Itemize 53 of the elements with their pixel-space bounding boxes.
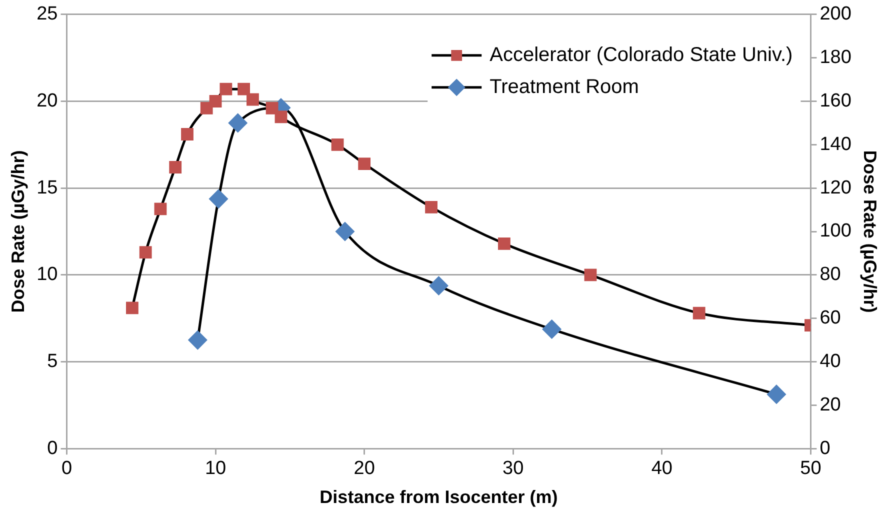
point [181, 128, 194, 140]
x-tick-label: 30 [502, 458, 524, 480]
x-tick-label: 0 [61, 458, 72, 480]
point [358, 158, 371, 170]
point [542, 320, 562, 338]
y2-tick-label: 160 [820, 90, 852, 112]
y-tick-label: 20 [36, 90, 58, 112]
point [228, 114, 248, 132]
point [209, 95, 222, 108]
y2-tick-label: 0 [820, 438, 830, 459]
y2-tick-label: 20 [820, 394, 841, 416]
point [126, 302, 138, 314]
point [274, 110, 288, 124]
point [238, 82, 250, 96]
y2-tick-label: 80 [820, 264, 841, 286]
y2-tick-label: 100 [820, 220, 852, 242]
point [246, 93, 259, 106]
point [692, 306, 706, 320]
y-tick-label: 15 [36, 177, 58, 198]
point [331, 138, 344, 151]
point [266, 102, 278, 114]
point [498, 237, 510, 250]
point [188, 330, 207, 350]
point [139, 246, 152, 259]
point [425, 200, 438, 214]
x-tick-label: 10 [204, 458, 226, 480]
point [200, 102, 213, 114]
y2-tick-label: 200 [820, 4, 852, 25]
x-axis-title: Distance from Isocenter (m) [320, 487, 558, 508]
x-tick-label: 20 [354, 458, 375, 480]
point [154, 202, 167, 216]
y-axis-title: Dose Rate (µGy/hr) [8, 150, 28, 313]
y2-tick-label: 140 [820, 134, 852, 155]
x-tick-label: 50 [800, 458, 822, 480]
x-tick-label: 40 [651, 458, 672, 480]
legend-label: Accelerator (Colorado State Univ.) [490, 44, 793, 66]
y-tick-label: 5 [47, 350, 58, 372]
point [584, 268, 597, 282]
point [429, 276, 448, 296]
point [336, 222, 354, 241]
y-tick-label: 0 [47, 438, 58, 459]
legend-label: Treatment Room [490, 76, 639, 98]
point [209, 190, 228, 208]
y2-axis-title: Dose Rate (µGy/hr) [860, 150, 880, 313]
y2-tick-label: 180 [820, 47, 852, 68]
point [767, 385, 786, 404]
point [169, 161, 182, 174]
y2-tick-label: 60 [820, 308, 841, 329]
point [220, 82, 232, 96]
y-tick-label: 10 [36, 264, 58, 286]
y2-tick-label: 120 [820, 177, 852, 198]
y2-tick-label: 40 [820, 350, 841, 372]
y-tick-label: 25 [36, 4, 58, 25]
